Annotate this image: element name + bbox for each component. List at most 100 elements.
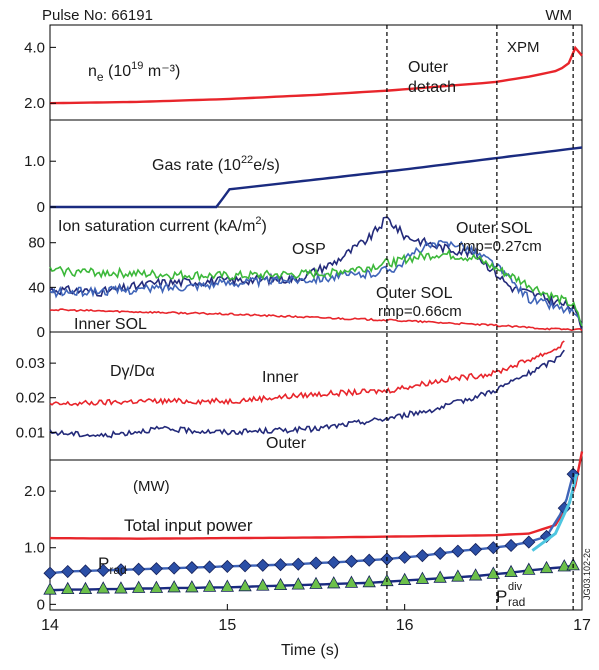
y-tick-label: 1.0 <box>24 153 45 170</box>
data-point-prad <box>522 535 536 549</box>
series-line-main <box>49 45 583 105</box>
density-annotation-tail: m⁻³) <box>143 63 180 80</box>
panel-frame-5 <box>49 459 583 611</box>
gas-annotation-tail: e/s) <box>253 157 280 174</box>
jsat-annotation-tail: ) <box>262 218 267 235</box>
data-point-prad-div <box>131 580 146 593</box>
panel-frame-2 <box>49 119 583 208</box>
prad-div-label-sub: rad <box>508 595 525 609</box>
data-point-prad-div <box>433 570 447 583</box>
data-point-prad-div <box>415 571 430 584</box>
outer-detach-label-line1: Outer <box>408 59 449 76</box>
header-left: Pulse No: 66191 <box>42 7 153 24</box>
data-point-prad <box>469 542 483 556</box>
data-point-prad-div <box>61 581 75 595</box>
gas-annotation-exp: 22 <box>241 154 253 166</box>
inner-label: Inner <box>262 369 299 386</box>
osp-label: OSP <box>292 241 326 258</box>
y-tick-label: 40 <box>28 279 45 296</box>
data-point-prad <box>43 566 57 580</box>
series-line-total-input-power <box>49 451 584 540</box>
data-point-prad-div <box>344 575 359 588</box>
data-point-prad <box>78 564 93 578</box>
data-point-prad-div <box>397 572 412 585</box>
data-point-prad-div <box>291 577 305 590</box>
x-tick-label: 17 <box>573 617 591 634</box>
data-point-prad-div <box>309 576 323 589</box>
x-tick-label: 14 <box>41 617 59 634</box>
data-point-prad-div <box>327 576 341 589</box>
data-point-prad <box>203 560 217 574</box>
data-point-prad <box>132 562 146 576</box>
y-tick-label: 2.0 <box>24 95 45 112</box>
data-point-prad <box>114 563 128 577</box>
gas-annotation: Gas rate (1022e/s) <box>152 154 280 174</box>
data-point-prad-div <box>557 559 571 572</box>
data-point-prad <box>238 559 252 573</box>
side-label: JG03.102-2c <box>582 548 592 600</box>
axis-ticks: 2.0 4.0 0 1.0 0 40 80 0.01 0.02 0.03 0 1.0 2.0 14 15 16… <box>16 39 591 634</box>
header-right: WM <box>545 7 572 24</box>
series-line-outer <box>49 349 565 439</box>
data-point-prad <box>185 560 199 575</box>
density-annotation-exp: 19 <box>131 60 143 72</box>
outer-label: Outer <box>266 435 307 452</box>
prad-label-sub: rad <box>109 563 126 577</box>
y-tick-label: 2.0 <box>24 483 45 500</box>
power-annotation: (MW) <box>133 478 170 495</box>
data-point-prad <box>327 555 341 570</box>
dgamma-annotation: Dγ/Dα <box>110 363 155 380</box>
outer-sol-027-label-line2: rmp=0.27cm <box>458 238 542 255</box>
data-point-prad-div <box>238 578 252 592</box>
outer-sol-066-label-line2: rmp=0.66cm <box>378 303 462 320</box>
xpm-label: XPM <box>507 39 540 56</box>
series-line-main <box>50 146 583 209</box>
y-tick-label: 4.0 <box>24 39 45 56</box>
x-axis-title: Time (s) <box>281 642 339 659</box>
data-point-prad-div <box>78 581 93 595</box>
data-point-prad <box>273 558 288 572</box>
y-tick-label: 0 <box>37 199 45 216</box>
data-point-prad <box>167 561 181 575</box>
y-tick-label: 80 <box>28 235 45 252</box>
data-point-prad <box>504 538 518 553</box>
data-point-prad-div <box>273 577 288 591</box>
outer-detach-label-line2: detach <box>408 79 456 96</box>
data-point-prad <box>415 549 429 563</box>
y-tick-label: 0 <box>37 596 45 613</box>
prad-div-label: Pdiv rad <box>496 581 525 609</box>
data-point-prad-div <box>451 569 465 582</box>
inner-sol-label: Inner SOL <box>74 316 147 333</box>
data-point-prad-div <box>202 579 217 592</box>
data-point-prad <box>220 559 234 573</box>
data-point-prad-div <box>149 580 164 593</box>
prad-div-label-sup: div <box>508 581 523 593</box>
data-point-prad-div <box>185 580 199 593</box>
series-line-inner-sol <box>49 308 583 332</box>
data-point-prad <box>291 557 305 571</box>
data-point-prad-div <box>256 578 270 591</box>
data-point-prad <box>96 563 110 577</box>
data-point-prad-div <box>167 580 181 593</box>
total-input-power-label: Total input power <box>124 516 253 535</box>
panel-frames <box>49 24 583 611</box>
x-tick-label: 16 <box>396 617 414 634</box>
y-tick-label: 0.03 <box>16 355 45 372</box>
data-point-prad <box>451 544 465 558</box>
data-point-prad-div <box>468 568 483 581</box>
data-point-prad-div <box>114 581 128 594</box>
jsat-annotation: Ion saturation current (kA/m2) <box>58 215 267 235</box>
series-line-inner <box>49 340 565 407</box>
data-point-prad <box>398 550 412 564</box>
series-line-outer-sol-rmp-0-27cm <box>49 239 583 326</box>
density-annotation: ne (1019 m⁻³) <box>88 60 180 84</box>
y-tick-label: 0.02 <box>16 390 45 407</box>
data-point-prad <box>256 558 270 572</box>
y-tick-label: 0 <box>37 324 45 341</box>
density-annotation-sub: e <box>97 70 104 84</box>
data-point-prad <box>344 554 359 568</box>
data-point-prad-div <box>539 560 554 574</box>
data-point-prad-div <box>220 579 235 592</box>
data-point-prad-div <box>522 562 536 575</box>
outer-sol-027-label-line1: Outer SOL <box>456 220 533 237</box>
